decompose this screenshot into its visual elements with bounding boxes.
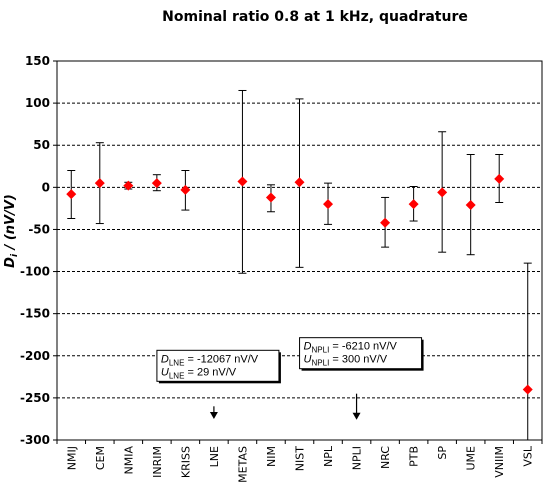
marker-vsl <box>522 384 533 395</box>
x-tick-label: UME <box>465 446 478 471</box>
y-tick-label: -150 <box>20 307 50 321</box>
x-tick-label: NMIJ <box>65 446 78 470</box>
marker-nist <box>294 177 305 188</box>
marker-nmia <box>123 180 134 191</box>
y-tick-label: 50 <box>33 138 50 152</box>
annotation-line: ULNE = 29 nV/V <box>161 366 237 380</box>
x-tick-label: NMIA <box>122 446 135 475</box>
x-tick-label: NPLI <box>351 446 364 470</box>
data-markers <box>66 173 533 395</box>
plot-area <box>56 60 543 441</box>
y-tick-label: 100 <box>25 96 50 110</box>
x-tick-label: NIST <box>294 446 307 471</box>
annotation-line: DLNE = -12067 nV/V <box>161 353 259 367</box>
marker-metas <box>237 176 248 187</box>
x-tick-label: INRIM <box>151 446 164 478</box>
x-tick-label: METAS <box>236 446 249 483</box>
y-tick-label: -100 <box>20 265 50 279</box>
x-tick-label: NRC <box>379 446 392 469</box>
x-tick-label: KRISS <box>179 446 192 478</box>
y-axis-label: Di / (nV/V) <box>3 194 20 268</box>
x-tick-label: PTB <box>408 446 421 467</box>
y-tick-label: -250 <box>20 391 50 405</box>
marker-cem <box>94 178 105 189</box>
x-tick-label: NIM <box>265 446 278 467</box>
y-tick-label: 150 <box>25 54 50 68</box>
x-tick-label: NPL <box>322 445 335 467</box>
y-axis-label-symbol: D <box>3 257 18 268</box>
y-tick-label: 0 <box>42 180 50 194</box>
y-axis-label-unit: / (nV/V) <box>3 194 18 254</box>
marker-ptb <box>408 199 419 210</box>
marker-kriss <box>180 184 191 195</box>
x-tick-label: CEM <box>94 446 107 470</box>
y-axis-label-subscript: i <box>10 253 20 257</box>
marker-nmij <box>66 189 77 200</box>
x-tick-label: VNIIM <box>493 446 506 478</box>
marker-ume <box>465 200 476 211</box>
annotation-line: UNPLI = 300 nV/V <box>304 354 388 368</box>
y-ticks: 150 100 50 0 -50 -100 -150 -200 -250 -300 <box>20 54 57 447</box>
x-tick-label: SP <box>436 446 449 460</box>
chart-title: Nominal ratio 0.8 at 1 kHz, quadrature <box>162 9 468 25</box>
error-bar-vsl <box>523 262 532 440</box>
marker-vniim <box>494 173 505 184</box>
x-tick-label: VSL <box>522 445 535 467</box>
error-bars <box>67 89 532 440</box>
x-tick-label: LNE <box>208 446 221 467</box>
marker-nrc <box>380 217 391 228</box>
annotation-line: DNPLI = -6210 nV/V <box>304 341 398 355</box>
y-tick-label: -300 <box>20 433 50 447</box>
y-tick-label: -50 <box>28 222 50 236</box>
x-ticks: NMIJ CEM NMIA INRIM KRISS LNE METAS NIM NIST NPL N… <box>56 440 543 483</box>
marker-npl <box>323 199 334 210</box>
marker-sp <box>437 187 448 198</box>
marker-inrim <box>151 178 162 189</box>
y-tick-label: -200 <box>20 349 50 363</box>
marker-nim <box>265 192 276 203</box>
